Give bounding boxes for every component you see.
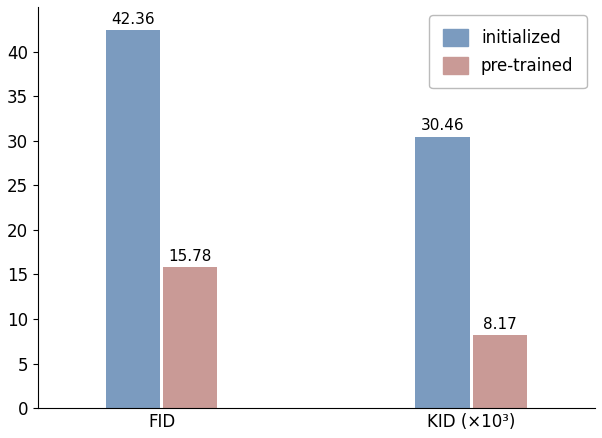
Text: 15.78: 15.78 bbox=[169, 249, 212, 264]
Text: 42.36: 42.36 bbox=[111, 12, 155, 27]
Text: 8.17: 8.17 bbox=[483, 317, 517, 332]
Text: 30.46: 30.46 bbox=[421, 118, 464, 133]
Bar bbox=[163, 268, 217, 408]
Legend: initialized, pre-trained: initialized, pre-trained bbox=[429, 15, 587, 88]
Bar bbox=[473, 336, 527, 408]
Bar bbox=[415, 137, 470, 408]
Bar bbox=[106, 31, 160, 408]
